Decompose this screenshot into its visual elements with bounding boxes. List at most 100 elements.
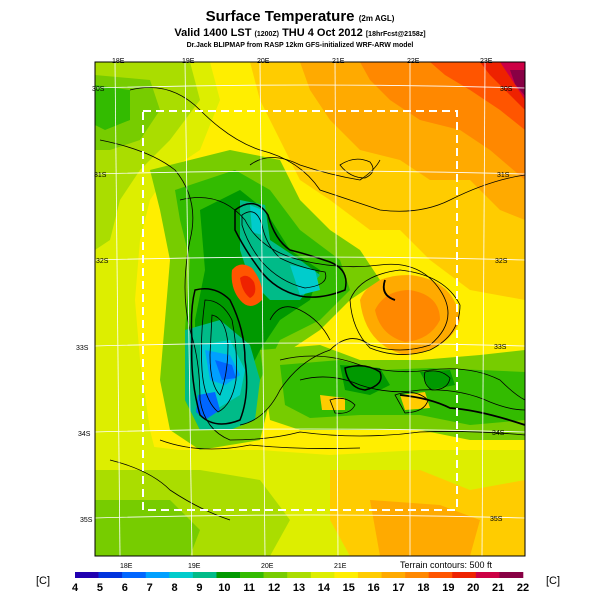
model-credit: Dr.Jack BLIPMAP from RASP 12km GFS-initi… [186, 42, 414, 49]
contour-line [344, 365, 382, 391]
contour-line [399, 394, 525, 426]
zone-6c-sw2 [196, 392, 220, 420]
colorbar-swatch [334, 572, 359, 578]
meridian-21e [334, 62, 339, 556]
warm-bump-core [375, 290, 440, 342]
lat-label-left: 32S [96, 258, 109, 265]
contour-line [279, 355, 525, 401]
lon-label-top: 20E [257, 58, 270, 65]
colorbar-swatch [75, 572, 99, 578]
colorbar-tick-label: 13 [293, 582, 305, 594]
contour-line [299, 376, 525, 411]
colorbar-tick-label: 16 [368, 582, 380, 594]
lon-label-top: 21E [332, 58, 345, 65]
parallel-31s [95, 170, 525, 175]
zone-10c-south-a [340, 365, 390, 395]
meridian-20e [259, 62, 266, 556]
lat-label-right: 33S [494, 344, 507, 351]
lon-label-bottom: 20E [261, 563, 274, 570]
lat-label-right: 35S [490, 516, 503, 523]
colorbar-swatch [240, 572, 264, 578]
contour-line [234, 202, 347, 298]
contour-line [209, 314, 229, 396]
contour-line [109, 459, 231, 521]
lat-label-left: 31S [94, 172, 107, 179]
south-warm-spot-a [320, 395, 345, 410]
terrain-note: Terrain contours: 500 ft [400, 560, 493, 570]
contour-line [249, 157, 381, 181]
colorbar-tick-label: 8 [171, 582, 177, 594]
colorbar-tick-label: 5 [97, 582, 103, 594]
colorbar-swatch [357, 572, 382, 578]
colorbar-tick-label: 15 [343, 582, 355, 594]
zone-11c-nw [95, 85, 130, 130]
temperature-field [95, 62, 525, 556]
lat-label-left: 34S [78, 431, 91, 438]
zone-17c-se [370, 500, 480, 556]
contour-line [129, 87, 525, 212]
colorbar-unit-left: [C] [36, 575, 50, 587]
lon-label-top: 22E [407, 58, 420, 65]
colorbar-unit-right: [C] [546, 575, 560, 587]
colorbar-tick-label: 22 [517, 582, 529, 594]
colorbar-swatch [263, 572, 288, 578]
lat-label-left: 30S [92, 86, 105, 93]
colorbar-tick-label: 7 [147, 582, 153, 594]
valid-code: (1200Z) [254, 31, 280, 38]
contour-line [179, 197, 449, 426]
lat-label-right: 30S [500, 86, 513, 93]
colorbar: 4 5 6 7 8 9 10 11 12 13 14 15 16 17 18 19 20 21 22 [72, 572, 529, 594]
parallel-35s [95, 514, 525, 519]
lat-label-left: 35S [80, 517, 93, 524]
title-suffix: (2m AGL) [358, 14, 395, 23]
contour-line [99, 139, 525, 441]
meridian-19e [184, 62, 193, 556]
colorbar-tick-label: 12 [268, 582, 280, 594]
zone-12c-sw [95, 500, 200, 556]
contour-line [269, 306, 331, 341]
map-frame [94, 61, 526, 557]
contour-line [329, 397, 356, 414]
lon-label-bottom: 19E [188, 563, 201, 570]
parallel-32s [95, 256, 525, 261]
lat-label-right: 32S [495, 258, 508, 265]
contour-line [190, 288, 248, 425]
colorbar-swatch [216, 572, 241, 578]
colorbar-swatch [98, 572, 123, 578]
colorbar-swatch [452, 572, 477, 578]
terrain-contours [99, 87, 525, 521]
colorbar-swatch [169, 572, 194, 578]
parallel-33s [95, 342, 525, 347]
colorbar-tick-label: 17 [392, 582, 404, 594]
lon-label-bottom: 21E [334, 563, 347, 570]
graticule [95, 62, 525, 556]
colorbar-tick-label: 21 [492, 582, 504, 594]
colorbar-swatch [192, 572, 217, 578]
inner-domain-box [142, 110, 458, 511]
lon-label-bottom: 18E [120, 563, 133, 570]
colorbar-tick-label: 9 [196, 582, 202, 594]
colorbar-swatch [428, 572, 453, 578]
colorbar-swatch [122, 572, 147, 578]
lon-label-top: 23E [480, 58, 493, 65]
lon-label-top: 19E [182, 58, 195, 65]
colorbar-tick-label: 20 [467, 582, 479, 594]
zone-6c-sw [215, 360, 236, 380]
lat-label-right: 34S [492, 430, 505, 437]
colorbar-swatch [381, 572, 406, 578]
colorbar-tick-label: 19 [442, 582, 454, 594]
warm-pocket-core [240, 275, 256, 298]
lat-label-right: 31S [497, 172, 510, 179]
contour-line [201, 299, 237, 413]
colorbar-swatch [475, 572, 500, 578]
contour-line [382, 279, 396, 301]
colorbar-tick-label: 14 [318, 582, 331, 594]
contour-line [159, 439, 361, 450]
colorbar-tick-label: 11 [243, 582, 255, 594]
contour-line [423, 370, 451, 391]
colorbar-swatch [499, 572, 524, 578]
chart-title: Surface Temperature (2m AGL) [205, 8, 395, 25]
lat-label-left: 33S [76, 345, 89, 352]
colorbar-swatch [145, 572, 170, 578]
